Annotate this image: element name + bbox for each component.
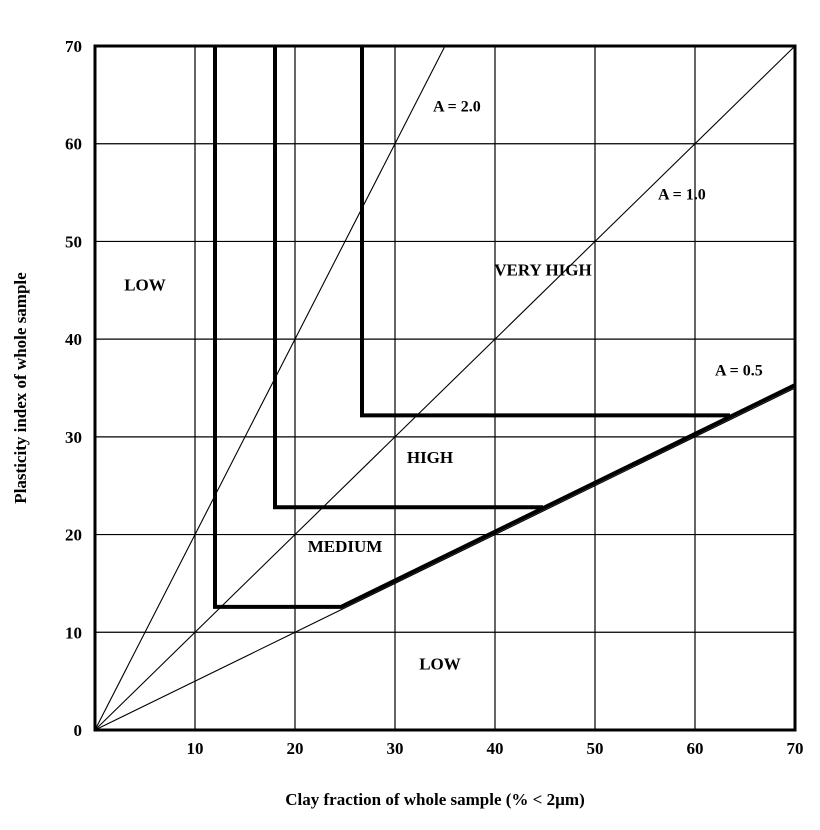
activity-line <box>94 45 446 731</box>
region-label: LOW <box>124 275 166 294</box>
region-label: LOW <box>419 654 461 673</box>
boundary-high-very-high <box>360 46 730 418</box>
x-tick-labels: 10 20 30 40 50 60 70 <box>187 739 804 758</box>
activity-lines <box>94 45 796 731</box>
y-axis-label: Plasticity index of whole sample <box>11 272 30 504</box>
activity-line-label: A = 1.0 <box>658 186 706 203</box>
activity-line-labels: A = 2.0 A = 1.0 A = 0.5 <box>433 98 763 379</box>
activity-line-label: A = 0.5 <box>715 362 763 379</box>
y-tick-label: 0 <box>74 721 83 740</box>
boundary-medium-high <box>273 46 543 510</box>
y-tick-label: 10 <box>65 623 82 642</box>
region-labels: LOW VERY HIGH HIGH MEDIUM LOW <box>124 261 592 674</box>
x-tick-label: 60 <box>687 739 704 758</box>
y-tick-label: 50 <box>65 232 82 251</box>
region-label: MEDIUM <box>308 537 383 556</box>
boundary-low-medium <box>213 46 796 609</box>
y-tick-label: 60 <box>65 135 82 154</box>
activity-line-label: A = 2.0 <box>433 98 481 115</box>
y-tick-labels: 0 10 20 30 40 50 60 70 <box>65 37 82 740</box>
x-tick-label: 30 <box>387 739 404 758</box>
plot-frame <box>93 44 797 732</box>
grid <box>94 45 796 731</box>
x-tick-label: 50 <box>587 739 604 758</box>
x-tick-label: 10 <box>187 739 204 758</box>
y-tick-label: 30 <box>65 428 82 447</box>
activity-line <box>94 45 796 731</box>
x-tick-label: 70 <box>787 739 804 758</box>
x-tick-label: 40 <box>487 739 504 758</box>
region-label: VERY HIGH <box>494 261 591 280</box>
region-label: HIGH <box>407 448 453 467</box>
y-tick-label: 40 <box>65 330 82 349</box>
x-axis-label: Clay fraction of whole sample (% < 2µm) <box>285 790 584 809</box>
y-tick-label: 70 <box>65 37 82 56</box>
activity-line <box>94 387 796 731</box>
y-tick-label: 20 <box>65 526 82 545</box>
boundary-lines <box>213 46 796 609</box>
x-tick-label: 20 <box>287 739 304 758</box>
